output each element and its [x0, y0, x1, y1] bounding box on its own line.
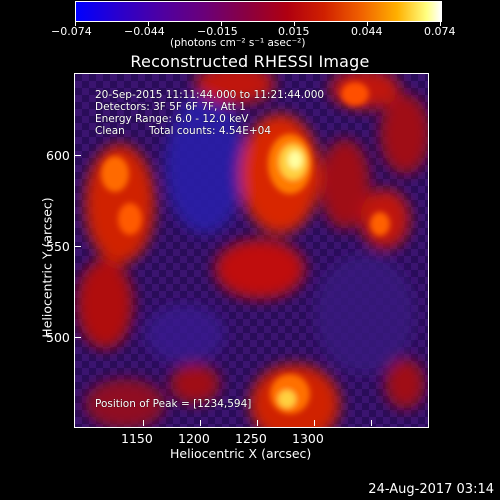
colorbar-tick-label: −0.015 — [197, 25, 238, 38]
info-time-range: 20-Sep-2015 11:11:44.000 to 11:21:44.000 — [95, 89, 325, 101]
colorbar — [75, 1, 442, 22]
x-tick — [257, 420, 258, 426]
x-tick — [314, 420, 315, 426]
x-tick — [143, 420, 144, 426]
x-tick — [200, 420, 201, 426]
y-tick-label: 500 — [46, 330, 70, 345]
x-tick-label: 1150 — [121, 431, 153, 446]
x-tick-label: 1250 — [235, 431, 267, 446]
info-detectors: Detectors: 3F 5F 6F 7F, Att 1 — [95, 101, 246, 113]
x-axis-label: Heliocentric X (arcsec) — [170, 446, 312, 461]
y-tick-label: 550 — [46, 239, 70, 254]
colorbar-tick — [367, 21, 368, 26]
info-total-counts: Total counts: 4.54E+04 — [149, 125, 272, 137]
y-tick-label: 600 — [46, 148, 70, 163]
image-frame: 20-Sep-2015 11:11:44.000 to 11:21:44.000… — [74, 73, 429, 428]
colorbar-tick — [221, 21, 222, 26]
info-peak-position: Position of Peak = [1234,594] — [95, 398, 252, 410]
colorbar-tick — [440, 21, 441, 26]
timestamp: 24-Aug-2017 03:14 — [368, 482, 494, 497]
colorbar-units: (photons cm⁻² s⁻¹ asec⁻²) — [170, 37, 306, 49]
x-tick-label: 1200 — [178, 431, 210, 446]
y-tick — [75, 337, 81, 338]
y-axis-label: Heliocentric Y (arcsec) — [39, 197, 55, 338]
colorbar-tick-label: 0.015 — [278, 25, 310, 38]
x-tick-label: 1300 — [292, 431, 324, 446]
plot-title: Reconstructed RHESSI Image — [130, 52, 370, 71]
x-tick — [371, 420, 372, 426]
reconstructed-image — [75, 74, 428, 427]
colorbar-tick-label: −0.044 — [124, 25, 165, 38]
colorbar-tick — [294, 21, 295, 26]
y-tick — [75, 246, 81, 247]
info-energy-range: Energy Range: 6.0 - 12.0 keV — [95, 113, 249, 125]
colorbar-tick — [75, 21, 76, 26]
colorbar-tick — [148, 21, 149, 26]
colorbar-tick-label: 0.074 — [424, 25, 456, 38]
colorbar-tick-label: 0.044 — [351, 25, 383, 38]
info-method: Clean — [95, 125, 125, 137]
y-tick — [75, 155, 81, 156]
colorbar-tick-label: −0.074 — [51, 25, 92, 38]
